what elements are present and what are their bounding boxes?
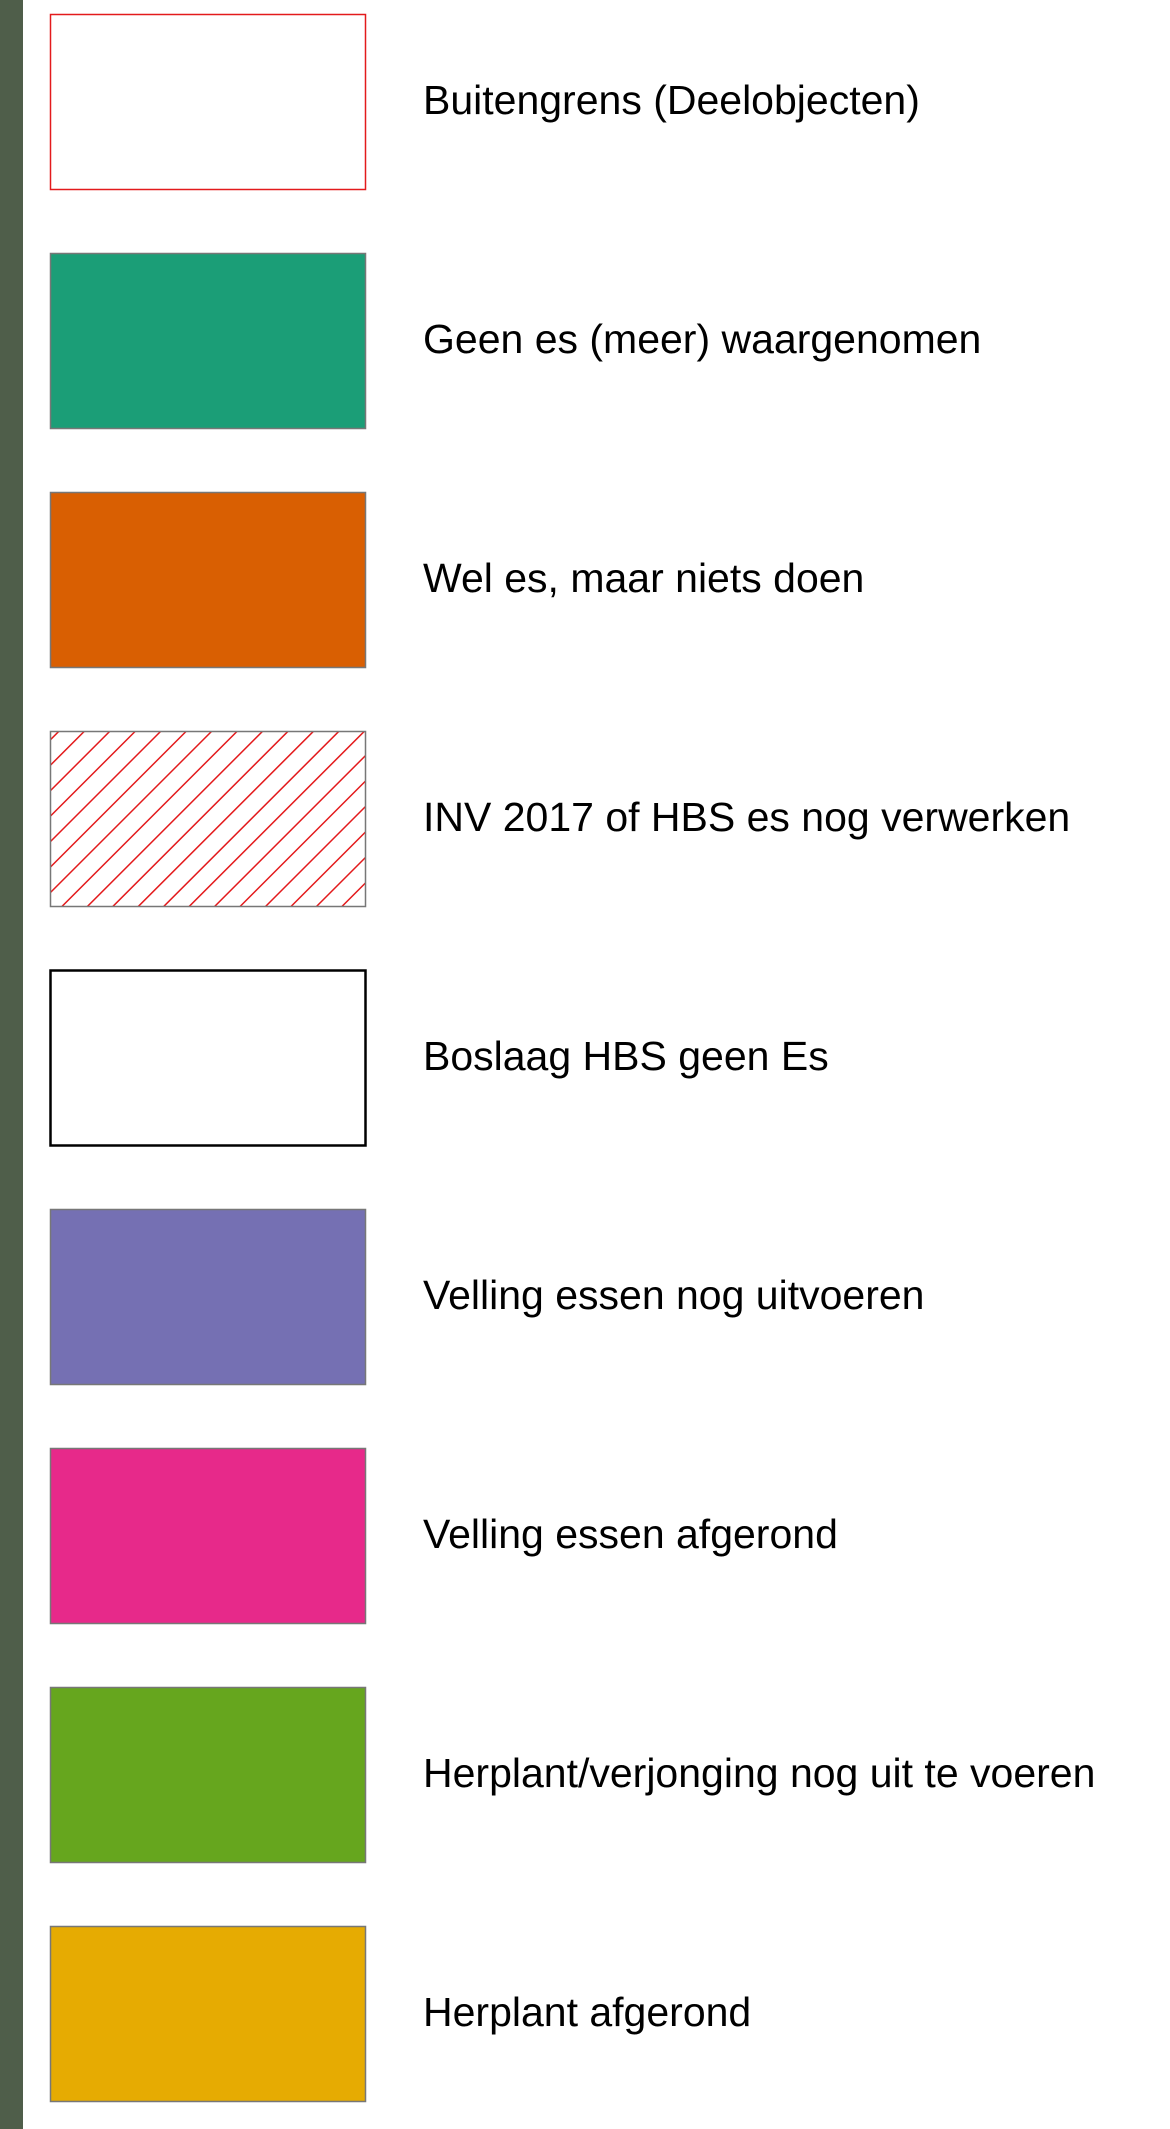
legend-label: Boslaag HBS geen Es — [423, 1033, 829, 1079]
legend: Buitengrens (Deelobjecten) Geen es (meer… — [0, 0, 1170, 2129]
legend-label: Geen es (meer) waargenomen — [423, 316, 981, 362]
swatch-teal — [51, 254, 366, 429]
legend-label: INV 2017 of HBS es nog verwerken — [423, 794, 1070, 840]
legend-label: Velling essen afgerond — [423, 1511, 838, 1557]
swatch-yellow — [51, 1927, 366, 2102]
swatch-pink — [51, 1449, 366, 1624]
swatch-green — [51, 1688, 366, 1863]
swatch-outline-red — [51, 15, 366, 190]
legend-label: Wel es, maar niets doen — [423, 555, 864, 601]
legend-label: Buitengrens (Deelobjecten) — [423, 77, 920, 123]
legend-label: Velling essen nog uitvoeren — [423, 1272, 924, 1318]
map-strip — [0, 0, 23, 2129]
legend-label: Herplant/verjonging nog uit te voeren — [423, 1750, 1095, 1796]
swatch-orange — [51, 493, 366, 668]
swatch-purple — [51, 1210, 366, 1385]
legend-label: Herplant afgerond — [423, 1989, 751, 2035]
swatch-hatch — [51, 732, 366, 907]
swatch-outline-black — [51, 971, 366, 1146]
page: Buitengrens (Deelobjecten) Geen es (meer… — [0, 0, 1170, 2129]
